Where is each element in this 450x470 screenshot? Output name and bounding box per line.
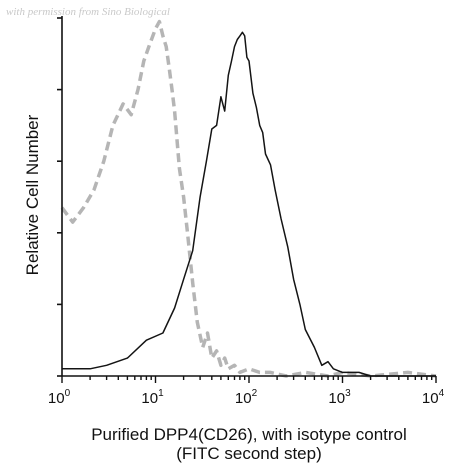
- x-axis-title: Purified DPP4(CD26), with isotype contro…: [91, 425, 407, 444]
- x-tick-label: 102: [235, 388, 258, 407]
- x-tick-label: 103: [328, 388, 351, 407]
- tick-labels-layer: 100 101 102 103 104: [48, 388, 445, 407]
- series-line-2: [62, 31, 436, 377]
- axes-layer: [61, 16, 436, 377]
- x-tick-label: 100: [48, 388, 71, 407]
- x-axis-subtitle: (FITC second step): [176, 444, 322, 463]
- series-layer: [60, 19, 437, 378]
- y-axis-title: Relative Cell Number: [23, 114, 42, 275]
- x-tick-label: 104: [422, 388, 445, 407]
- series-line-1: [60, 19, 437, 378]
- x-tick-label: 101: [141, 388, 164, 407]
- ticks-layer: [57, 17, 437, 383]
- watermark-text: with permission from Sino Biological: [6, 6, 170, 18]
